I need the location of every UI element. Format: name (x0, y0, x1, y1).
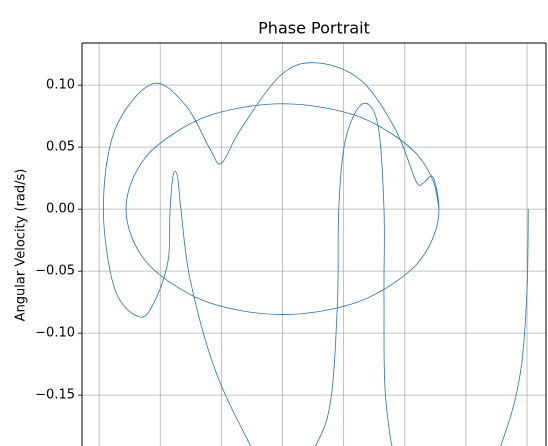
y-tick-label: 0.00 (46, 202, 75, 217)
y-tick-label: −0.05 (35, 264, 75, 279)
plot-area (102, 62, 529, 446)
y-tick-label: 0.05 (46, 140, 75, 155)
y-tick-label: 0.10 (46, 78, 75, 93)
y-tick-label: −0.10 (35, 326, 75, 341)
chart-title: Phase Portrait (258, 19, 370, 38)
y-axis-label: Angular Velocity (rad/s) (14, 169, 29, 322)
y-tick-label: −0.15 (35, 388, 75, 403)
axes-frame (81, 42, 547, 446)
grid (78, 43, 546, 446)
trajectory-line (102, 62, 529, 446)
